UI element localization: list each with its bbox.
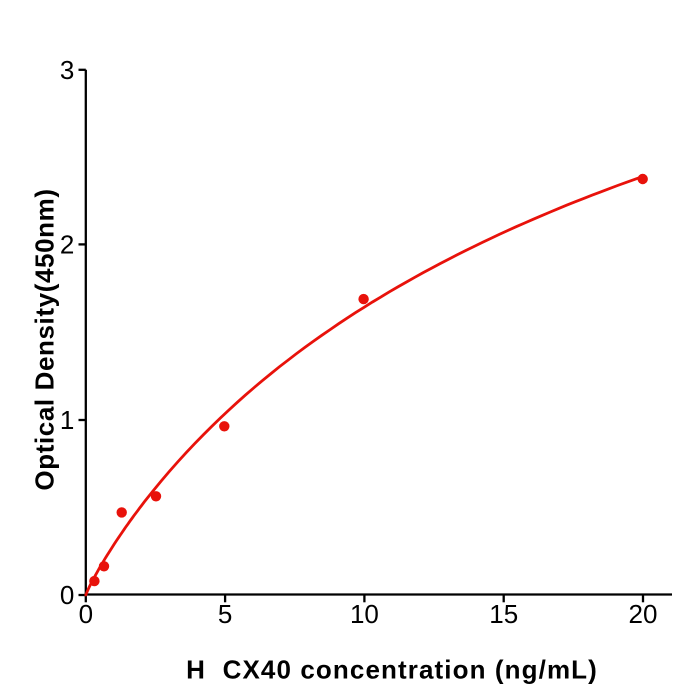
svg-text:15: 15: [489, 599, 518, 629]
svg-text:H CX40 concentration (ng/mL): H CX40 concentration (ng/mL): [186, 655, 598, 685]
svg-text:2: 2: [60, 229, 74, 259]
svg-text:10: 10: [350, 599, 379, 629]
svg-text:0: 0: [79, 599, 93, 629]
svg-text:Optical Density(450nm): Optical Density(450nm): [29, 188, 59, 490]
svg-text:5: 5: [218, 599, 232, 629]
svg-text:0: 0: [60, 580, 74, 610]
svg-text:20: 20: [629, 599, 658, 629]
svg-text:3: 3: [60, 55, 74, 85]
svg-text:1: 1: [60, 405, 74, 435]
